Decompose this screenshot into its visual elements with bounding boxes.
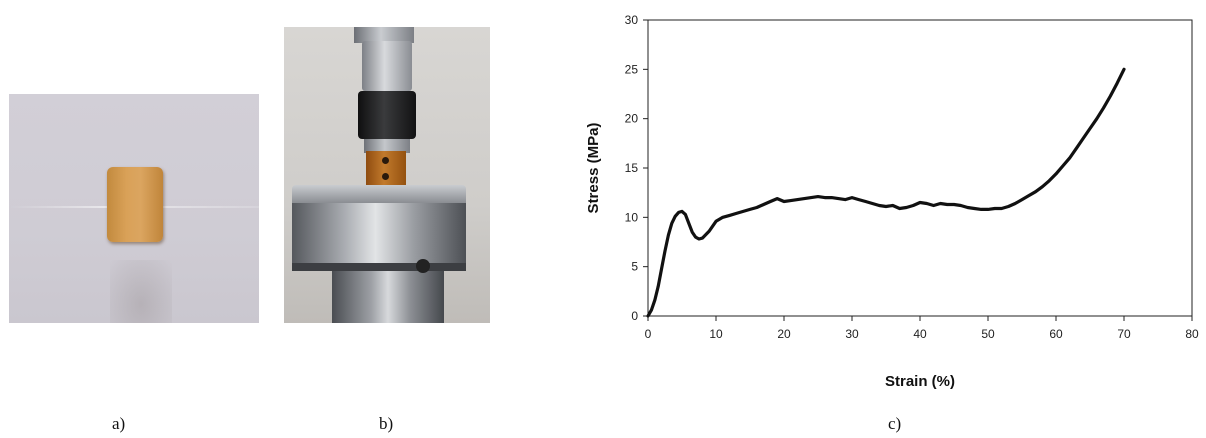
x-tick-label: 50 [981, 327, 995, 341]
upper-black-band [358, 91, 416, 139]
x-tick-label: 10 [709, 327, 723, 341]
y-tick-label: 0 [631, 309, 638, 323]
bolt-head [416, 259, 430, 273]
upper-collar [362, 41, 412, 91]
chart-svg: 0 5 10 15 20 25 30 0 10 20 30 40 50 60 70 80 Strain (%) S… [585, 13, 1199, 390]
specimen-hole-2 [382, 173, 389, 180]
y-tick-label: 20 [625, 112, 639, 126]
x-tick-label: 60 [1049, 327, 1063, 341]
y-tick-label: 5 [631, 260, 638, 274]
caption-a: a) [112, 414, 126, 433]
stress-strain-line [646, 67, 1126, 318]
x-tick-label: 70 [1117, 327, 1131, 341]
y-tick-label: 10 [625, 210, 639, 224]
y-axis-label: Stress (MPa) [585, 123, 602, 214]
y-tick-label: 15 [625, 161, 639, 175]
specimen-shadow [110, 260, 172, 323]
base-cylinder [292, 203, 466, 265]
stress-strain-chart: 0 5 10 15 20 25 30 0 10 20 30 40 50 60 70 80 Strain (%) S… [570, 0, 1206, 400]
base-groove [292, 263, 466, 271]
specimen-hole-1 [382, 157, 389, 164]
x-tick-label: 30 [845, 327, 859, 341]
x-tick-label: 20 [777, 327, 791, 341]
foam-specimen [107, 167, 163, 242]
y-tick-label: 30 [625, 13, 639, 27]
x-tick-label: 0 [645, 327, 652, 341]
plot-frame [647, 19, 1193, 317]
x-tick-label: 40 [913, 327, 927, 341]
x-axis-label: Strain (%) [885, 373, 955, 390]
y-tick-label: 25 [625, 62, 639, 76]
x-tick-label: 80 [1185, 327, 1199, 341]
photo-specimen [9, 94, 259, 323]
photo-test-fixture [284, 27, 490, 323]
lower-rod [364, 139, 410, 153]
caption-b: b) [379, 414, 394, 433]
caption-c: c) [888, 414, 902, 433]
upper-rod [354, 27, 414, 43]
base-stem [332, 271, 444, 323]
base-flange [292, 185, 466, 203]
